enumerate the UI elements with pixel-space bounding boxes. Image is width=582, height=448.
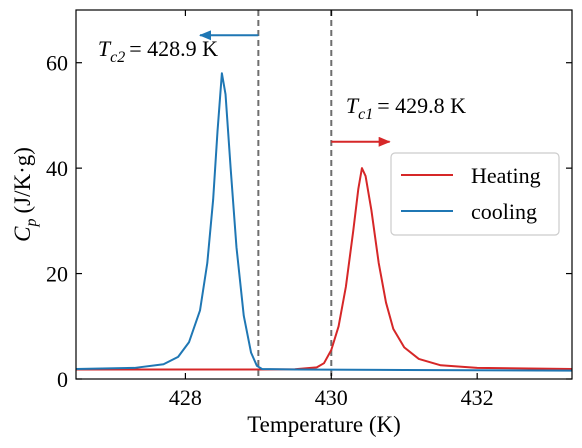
y-tick-label: 40 <box>46 156 68 181</box>
x-tick-label: 432 <box>461 385 494 410</box>
annotation-value: = 429.8 K <box>377 93 466 118</box>
y-tick-label: 60 <box>46 51 68 76</box>
y-tick-label: 0 <box>57 367 68 392</box>
annotation-subscript: c2 <box>110 49 125 66</box>
y-tick-label: 20 <box>46 262 68 287</box>
annotation-subscript: c1 <box>358 106 373 123</box>
annotation-tc1: Tc1 = 429.8 K <box>346 93 466 123</box>
x-tick-label: 430 <box>315 385 348 410</box>
y-axis-label: Cp (J/K·g) <box>10 147 40 242</box>
x-axis-label: Temperature (K) <box>247 412 401 437</box>
legend-box <box>390 152 560 236</box>
series-line-heating <box>76 167 572 371</box>
y-axis-unit: (J/K·g) <box>10 147 35 213</box>
legend-label-heating: Heating <box>471 163 541 188</box>
annotation-tc2: Tc2 = 428.9 K <box>98 36 218 66</box>
annotation-value: = 428.9 K <box>129 36 218 61</box>
y-axis-subscript: p <box>23 219 40 228</box>
annotation-symbol: T <box>98 36 112 61</box>
series-line-cooling <box>76 72 572 372</box>
y-axis-symbol: C <box>10 226 35 242</box>
plot-frame <box>75 9 573 380</box>
x-tick-label: 428 <box>169 385 202 410</box>
annotation-symbol: T <box>346 93 360 118</box>
legend-label-cooling: cooling <box>471 199 537 224</box>
